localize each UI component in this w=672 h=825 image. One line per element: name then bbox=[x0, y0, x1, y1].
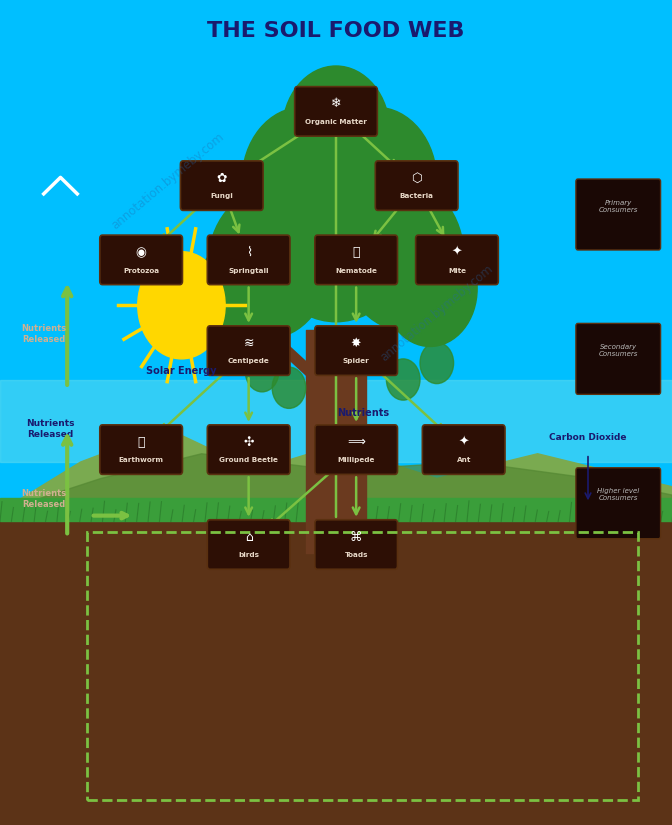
Text: Fungi: Fungi bbox=[210, 193, 233, 200]
Text: annotation.bymeby.com: annotation.bymeby.com bbox=[378, 262, 496, 365]
Text: ❄: ❄ bbox=[331, 97, 341, 111]
FancyBboxPatch shape bbox=[314, 425, 397, 474]
Circle shape bbox=[386, 359, 420, 400]
Text: Nematode: Nematode bbox=[335, 267, 377, 274]
Text: Nutrients
Released: Nutrients Released bbox=[21, 324, 67, 344]
Circle shape bbox=[282, 66, 390, 198]
Text: Ground Beetle: Ground Beetle bbox=[219, 457, 278, 464]
Text: ✿: ✿ bbox=[216, 172, 227, 185]
Bar bbox=[0, 380, 672, 462]
Text: 〰: 〰 bbox=[352, 246, 360, 259]
Text: Springtail: Springtail bbox=[228, 267, 269, 274]
Text: Nutrients
Released: Nutrients Released bbox=[26, 419, 75, 439]
Text: ✣: ✣ bbox=[243, 436, 254, 449]
FancyBboxPatch shape bbox=[207, 326, 290, 375]
Text: annotation.bymeby.com: annotation.bymeby.com bbox=[109, 130, 227, 233]
Text: Nutrients: Nutrients bbox=[337, 408, 389, 417]
Text: THE SOIL FOOD WEB: THE SOIL FOOD WEB bbox=[207, 21, 465, 40]
Text: Millipede: Millipede bbox=[337, 457, 375, 464]
Circle shape bbox=[245, 351, 279, 392]
FancyBboxPatch shape bbox=[207, 425, 290, 474]
Bar bbox=[0, 0, 672, 512]
Text: ⌇: ⌇ bbox=[245, 246, 252, 259]
Circle shape bbox=[383, 231, 477, 346]
FancyBboxPatch shape bbox=[576, 323, 661, 394]
Text: Nutrients
Released: Nutrients Released bbox=[21, 489, 67, 509]
Text: Spider: Spider bbox=[343, 358, 370, 365]
FancyBboxPatch shape bbox=[99, 235, 182, 285]
Text: Solar Energy: Solar Energy bbox=[146, 366, 216, 376]
Text: ✸: ✸ bbox=[351, 337, 362, 350]
Text: Ant: Ant bbox=[456, 457, 471, 464]
FancyBboxPatch shape bbox=[99, 425, 182, 474]
Circle shape bbox=[195, 239, 289, 355]
Circle shape bbox=[208, 190, 329, 338]
FancyBboxPatch shape bbox=[207, 520, 290, 569]
FancyBboxPatch shape bbox=[314, 326, 397, 375]
Circle shape bbox=[272, 367, 306, 408]
Text: Protozoa: Protozoa bbox=[123, 267, 159, 274]
Polygon shape bbox=[0, 429, 672, 512]
Circle shape bbox=[316, 107, 437, 256]
Text: birds: birds bbox=[238, 552, 259, 559]
Text: Bacteria: Bacteria bbox=[400, 193, 433, 200]
Text: Centipede: Centipede bbox=[228, 358, 269, 365]
Circle shape bbox=[343, 182, 464, 330]
Text: Toads: Toads bbox=[345, 552, 368, 559]
Text: Organic Matter: Organic Matter bbox=[305, 119, 367, 125]
Text: ✦: ✦ bbox=[458, 436, 469, 449]
FancyBboxPatch shape bbox=[576, 468, 661, 539]
Text: ⌘: ⌘ bbox=[350, 530, 362, 544]
Text: ⬡: ⬡ bbox=[411, 172, 422, 185]
Circle shape bbox=[138, 252, 225, 359]
Text: Higher level
Consumers: Higher level Consumers bbox=[597, 488, 639, 502]
FancyBboxPatch shape bbox=[294, 87, 377, 136]
FancyBboxPatch shape bbox=[375, 161, 458, 210]
Text: Secondary
Consumers: Secondary Consumers bbox=[599, 344, 638, 357]
Text: ≋: ≋ bbox=[243, 337, 254, 350]
Text: ⟹: ⟹ bbox=[347, 436, 365, 449]
FancyBboxPatch shape bbox=[314, 235, 397, 285]
Text: 〰: 〰 bbox=[137, 436, 145, 449]
Text: Earthworm: Earthworm bbox=[119, 457, 163, 464]
FancyBboxPatch shape bbox=[207, 235, 290, 285]
Text: Carbon Dioxide: Carbon Dioxide bbox=[549, 433, 627, 441]
Circle shape bbox=[242, 107, 363, 256]
Text: ◉: ◉ bbox=[136, 246, 146, 259]
Bar bbox=[87, 532, 638, 800]
FancyBboxPatch shape bbox=[422, 425, 505, 474]
Bar bbox=[0, 512, 672, 825]
FancyBboxPatch shape bbox=[415, 235, 498, 285]
FancyBboxPatch shape bbox=[180, 161, 263, 210]
FancyBboxPatch shape bbox=[314, 520, 397, 569]
Text: Mite: Mite bbox=[448, 267, 466, 274]
Text: ✦: ✦ bbox=[452, 246, 462, 259]
Text: Primary
Consumers: Primary Consumers bbox=[599, 200, 638, 213]
Circle shape bbox=[255, 124, 417, 322]
Bar bbox=[0, 498, 672, 521]
Circle shape bbox=[212, 334, 245, 375]
Circle shape bbox=[420, 342, 454, 384]
Text: ⌂: ⌂ bbox=[245, 530, 253, 544]
FancyBboxPatch shape bbox=[576, 179, 661, 250]
Polygon shape bbox=[0, 454, 672, 512]
